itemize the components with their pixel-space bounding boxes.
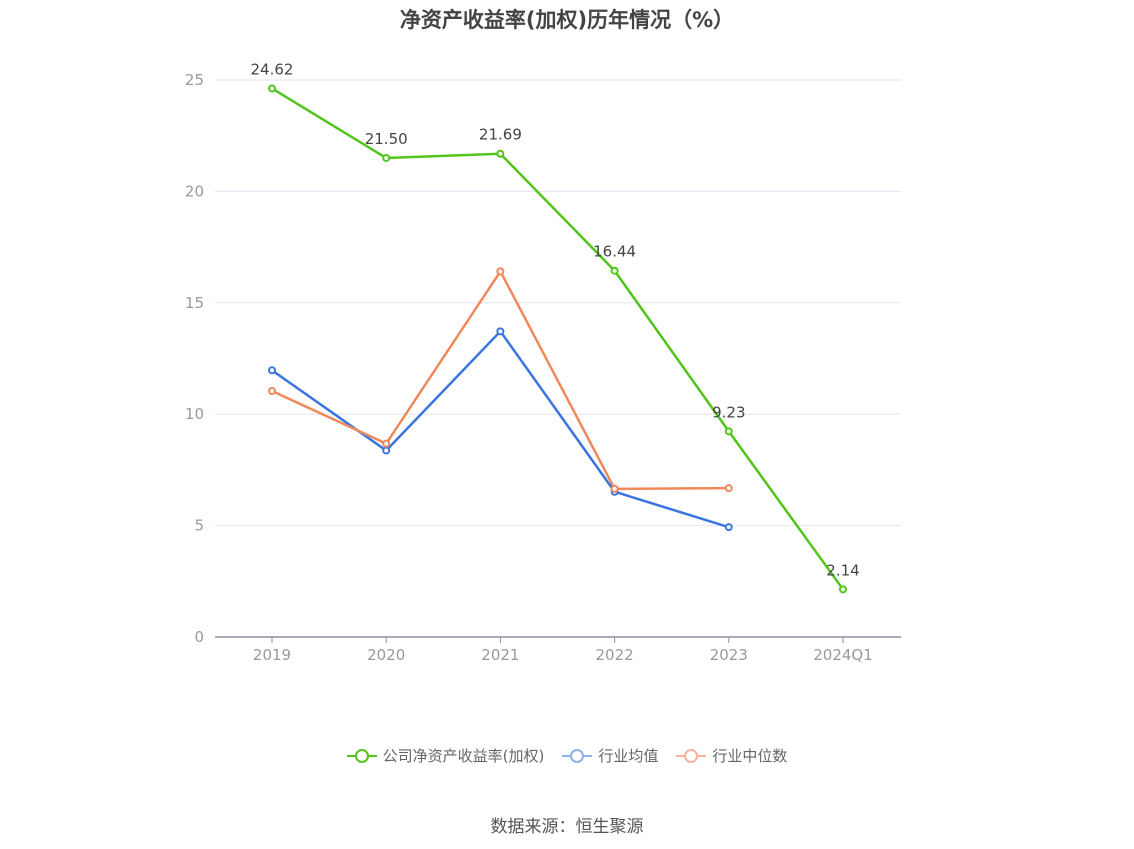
y-tick-label: 0 — [194, 628, 204, 646]
y-tick-label: 15 — [185, 294, 204, 312]
data-label: 21.69 — [479, 126, 522, 144]
legend-label: 行业均值 — [598, 747, 659, 765]
x-tick-label: 2020 — [367, 646, 405, 664]
legend-swatch-icon — [346, 748, 377, 764]
chart-legend: 公司净资产收益率(加权) 行业均值 行业中位数 — [0, 745, 1134, 766]
x-tick-label: 2022 — [596, 646, 634, 664]
legend-item-company-roe[interactable]: 公司净资产收益率(加权) — [346, 745, 545, 766]
data-point — [724, 484, 733, 493]
data-point — [496, 327, 505, 336]
data-point — [268, 84, 276, 93]
x-tick-label: 2023 — [710, 646, 748, 664]
y-tick-label: 5 — [194, 517, 204, 535]
y-tick-label: 25 — [185, 71, 204, 89]
data-point — [610, 484, 619, 493]
series-line — [271, 87, 845, 591]
data-label: 16.44 — [593, 243, 636, 261]
data-point — [382, 446, 391, 455]
data-point — [382, 153, 391, 162]
data-point — [839, 585, 847, 594]
data-label: 2.14 — [826, 561, 859, 579]
legend-swatch-icon — [562, 748, 593, 764]
data-point — [724, 523, 733, 532]
data-point — [382, 439, 391, 448]
x-tick-label: 2024Q1 — [813, 646, 873, 664]
data-point — [268, 366, 276, 375]
data-point — [610, 266, 619, 275]
series-line — [271, 330, 730, 529]
y-tick-label: 20 — [185, 182, 204, 200]
legend-item-industry-median[interactable]: 行业中位数 — [676, 745, 787, 766]
data-point — [496, 149, 505, 158]
legend-swatch-icon — [676, 748, 707, 764]
data-label: 21.50 — [365, 130, 408, 148]
x-tick-label: 2019 — [253, 646, 291, 664]
x-tick-label: 2021 — [481, 646, 519, 664]
data-point — [724, 427, 733, 436]
data-point — [496, 267, 505, 276]
legend-label: 公司净资产收益率(加权) — [382, 747, 545, 765]
y-tick-label: 10 — [185, 405, 204, 423]
legend-label: 行业中位数 — [712, 747, 788, 765]
data-source-note: 数据来源：恒生聚源 — [490, 817, 644, 837]
series-line — [271, 270, 729, 491]
data-label: 9.23 — [712, 403, 745, 421]
chart-title: 净资产收益率(加权)历年情况（%） — [399, 8, 735, 32]
legend-item-industry-mean[interactable]: 行业均值 — [562, 745, 658, 766]
data-label: 24.62 — [251, 60, 294, 78]
data-point — [268, 387, 276, 396]
